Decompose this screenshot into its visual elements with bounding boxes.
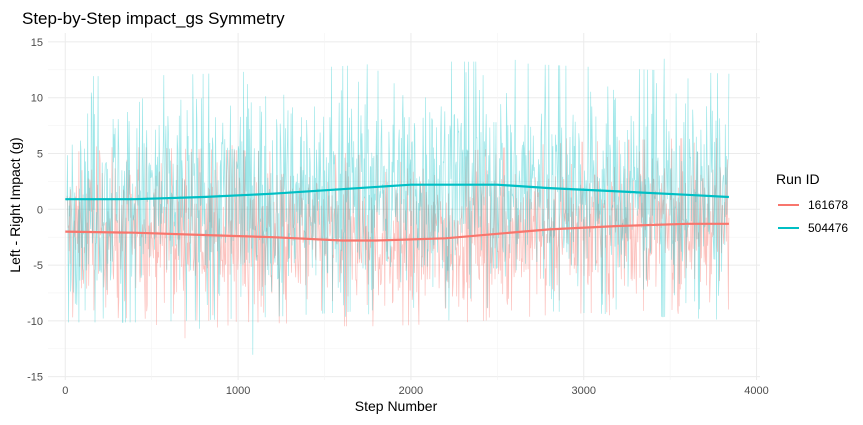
y-tick-label: 15 xyxy=(31,37,43,49)
raw-data-layer xyxy=(66,58,730,355)
legend-item-504476: 504476 xyxy=(778,221,848,235)
smooth-line-504476 xyxy=(65,183,729,201)
x-tick-label: 4000 xyxy=(744,385,768,397)
legend-item-161678: 161678 xyxy=(778,198,848,212)
grid-layer xyxy=(48,33,760,380)
x-tick-label: 3000 xyxy=(571,385,595,397)
x-axis-label: Step Number xyxy=(355,398,438,414)
legend-label-504476: 504476 xyxy=(808,221,848,235)
y-tick-label: -15 xyxy=(27,372,43,384)
raw-series-161678 xyxy=(66,138,730,339)
chart-title: Step-by-Step impact_gs Symmetry xyxy=(22,9,285,28)
y-tick-label: 10 xyxy=(31,93,43,105)
y-axis-label: Left - Right Impact (g) xyxy=(7,137,23,272)
smooth-line-161678 xyxy=(65,222,729,242)
smooth-line-layer xyxy=(65,183,729,242)
legend: Run ID 161678 504476 xyxy=(776,171,848,235)
x-tick-label: 1000 xyxy=(226,385,250,397)
tick-label-layer: 0 1000 2000 3000 4000 -15 -10 -5 0 5 10 15 xyxy=(27,37,769,397)
y-tick-label: 0 xyxy=(37,204,43,216)
y-tick-label: 5 xyxy=(37,149,43,161)
legend-label-161678: 161678 xyxy=(808,198,848,212)
x-tick-label: 2000 xyxy=(399,385,423,397)
y-tick-label: -10 xyxy=(27,316,43,328)
raw-series-504476 xyxy=(66,58,730,355)
y-tick-label: -5 xyxy=(33,260,43,272)
legend-title: Run ID xyxy=(776,171,820,187)
x-tick-label: 0 xyxy=(62,385,68,397)
